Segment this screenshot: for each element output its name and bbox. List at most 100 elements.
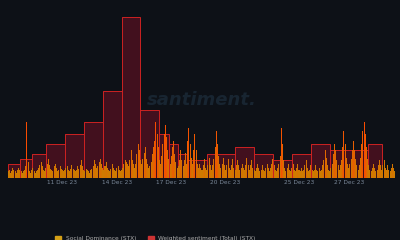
Bar: [295, 171, 296, 178]
Bar: [8, 164, 20, 178]
Bar: [28, 162, 29, 178]
Bar: [103, 91, 122, 178]
Bar: [210, 165, 211, 178]
Bar: [197, 164, 198, 178]
Bar: [182, 167, 184, 178]
Bar: [44, 171, 45, 178]
Bar: [16, 173, 17, 178]
Bar: [63, 171, 64, 178]
Legend: Social Dominance (STX), Weighted sentiment (Total) (STX): Social Dominance (STX), Weighted sentime…: [53, 234, 258, 240]
Bar: [100, 159, 101, 178]
Bar: [245, 165, 246, 178]
Bar: [14, 171, 16, 178]
Bar: [35, 173, 36, 178]
Bar: [298, 170, 300, 178]
Bar: [375, 171, 376, 178]
Bar: [222, 164, 223, 178]
Bar: [154, 141, 155, 178]
Bar: [329, 171, 330, 178]
Bar: [48, 159, 49, 178]
Bar: [332, 164, 333, 178]
Bar: [275, 170, 276, 178]
Bar: [88, 171, 89, 178]
Bar: [204, 159, 205, 178]
Bar: [225, 170, 226, 178]
Bar: [120, 171, 121, 178]
Bar: [46, 144, 65, 178]
Bar: [173, 141, 174, 178]
Bar: [244, 170, 245, 178]
Bar: [292, 154, 311, 178]
Bar: [62, 170, 63, 178]
Bar: [101, 164, 102, 178]
Bar: [61, 169, 62, 178]
Bar: [254, 154, 273, 178]
Bar: [129, 160, 130, 178]
Bar: [194, 134, 196, 178]
Bar: [270, 168, 271, 178]
Bar: [152, 154, 153, 178]
Bar: [339, 170, 340, 178]
Bar: [214, 147, 216, 178]
Bar: [127, 164, 128, 178]
Bar: [139, 150, 140, 178]
Bar: [10, 173, 11, 178]
Bar: [359, 165, 360, 178]
Bar: [239, 170, 240, 178]
Bar: [341, 160, 342, 178]
Bar: [97, 167, 98, 178]
Bar: [345, 144, 346, 178]
Bar: [231, 165, 232, 178]
Bar: [342, 147, 343, 178]
Bar: [178, 154, 188, 178]
Bar: [229, 168, 230, 178]
Bar: [179, 160, 180, 178]
Bar: [98, 162, 100, 178]
Bar: [23, 171, 24, 178]
Bar: [171, 156, 172, 178]
Bar: [169, 144, 178, 178]
Bar: [354, 150, 355, 178]
Bar: [223, 158, 224, 178]
Bar: [9, 170, 10, 178]
Bar: [366, 147, 367, 178]
Bar: [237, 160, 238, 178]
Bar: [45, 168, 46, 178]
Bar: [334, 144, 335, 178]
Bar: [301, 168, 302, 178]
Bar: [65, 134, 84, 178]
Bar: [121, 170, 122, 178]
Bar: [36, 171, 37, 178]
Bar: [232, 159, 233, 178]
Bar: [302, 171, 303, 178]
Bar: [160, 134, 169, 178]
Bar: [368, 144, 382, 178]
Bar: [12, 168, 13, 178]
Bar: [128, 167, 129, 178]
Bar: [140, 160, 141, 178]
Bar: [126, 162, 127, 178]
Bar: [246, 158, 248, 178]
Bar: [336, 160, 337, 178]
Bar: [160, 134, 169, 178]
Bar: [167, 150, 168, 178]
Bar: [43, 170, 44, 178]
Bar: [242, 164, 243, 178]
Bar: [271, 164, 272, 178]
Bar: [330, 150, 368, 178]
Bar: [103, 91, 122, 178]
Bar: [110, 169, 112, 178]
Bar: [226, 165, 227, 178]
Bar: [69, 171, 70, 178]
Bar: [274, 165, 275, 178]
Bar: [155, 122, 156, 178]
Bar: [140, 110, 160, 178]
Bar: [102, 168, 103, 178]
Bar: [158, 147, 159, 178]
Bar: [273, 160, 292, 178]
Bar: [203, 165, 204, 178]
Bar: [56, 168, 57, 178]
Bar: [220, 168, 222, 178]
Bar: [381, 170, 382, 178]
Bar: [57, 171, 58, 178]
